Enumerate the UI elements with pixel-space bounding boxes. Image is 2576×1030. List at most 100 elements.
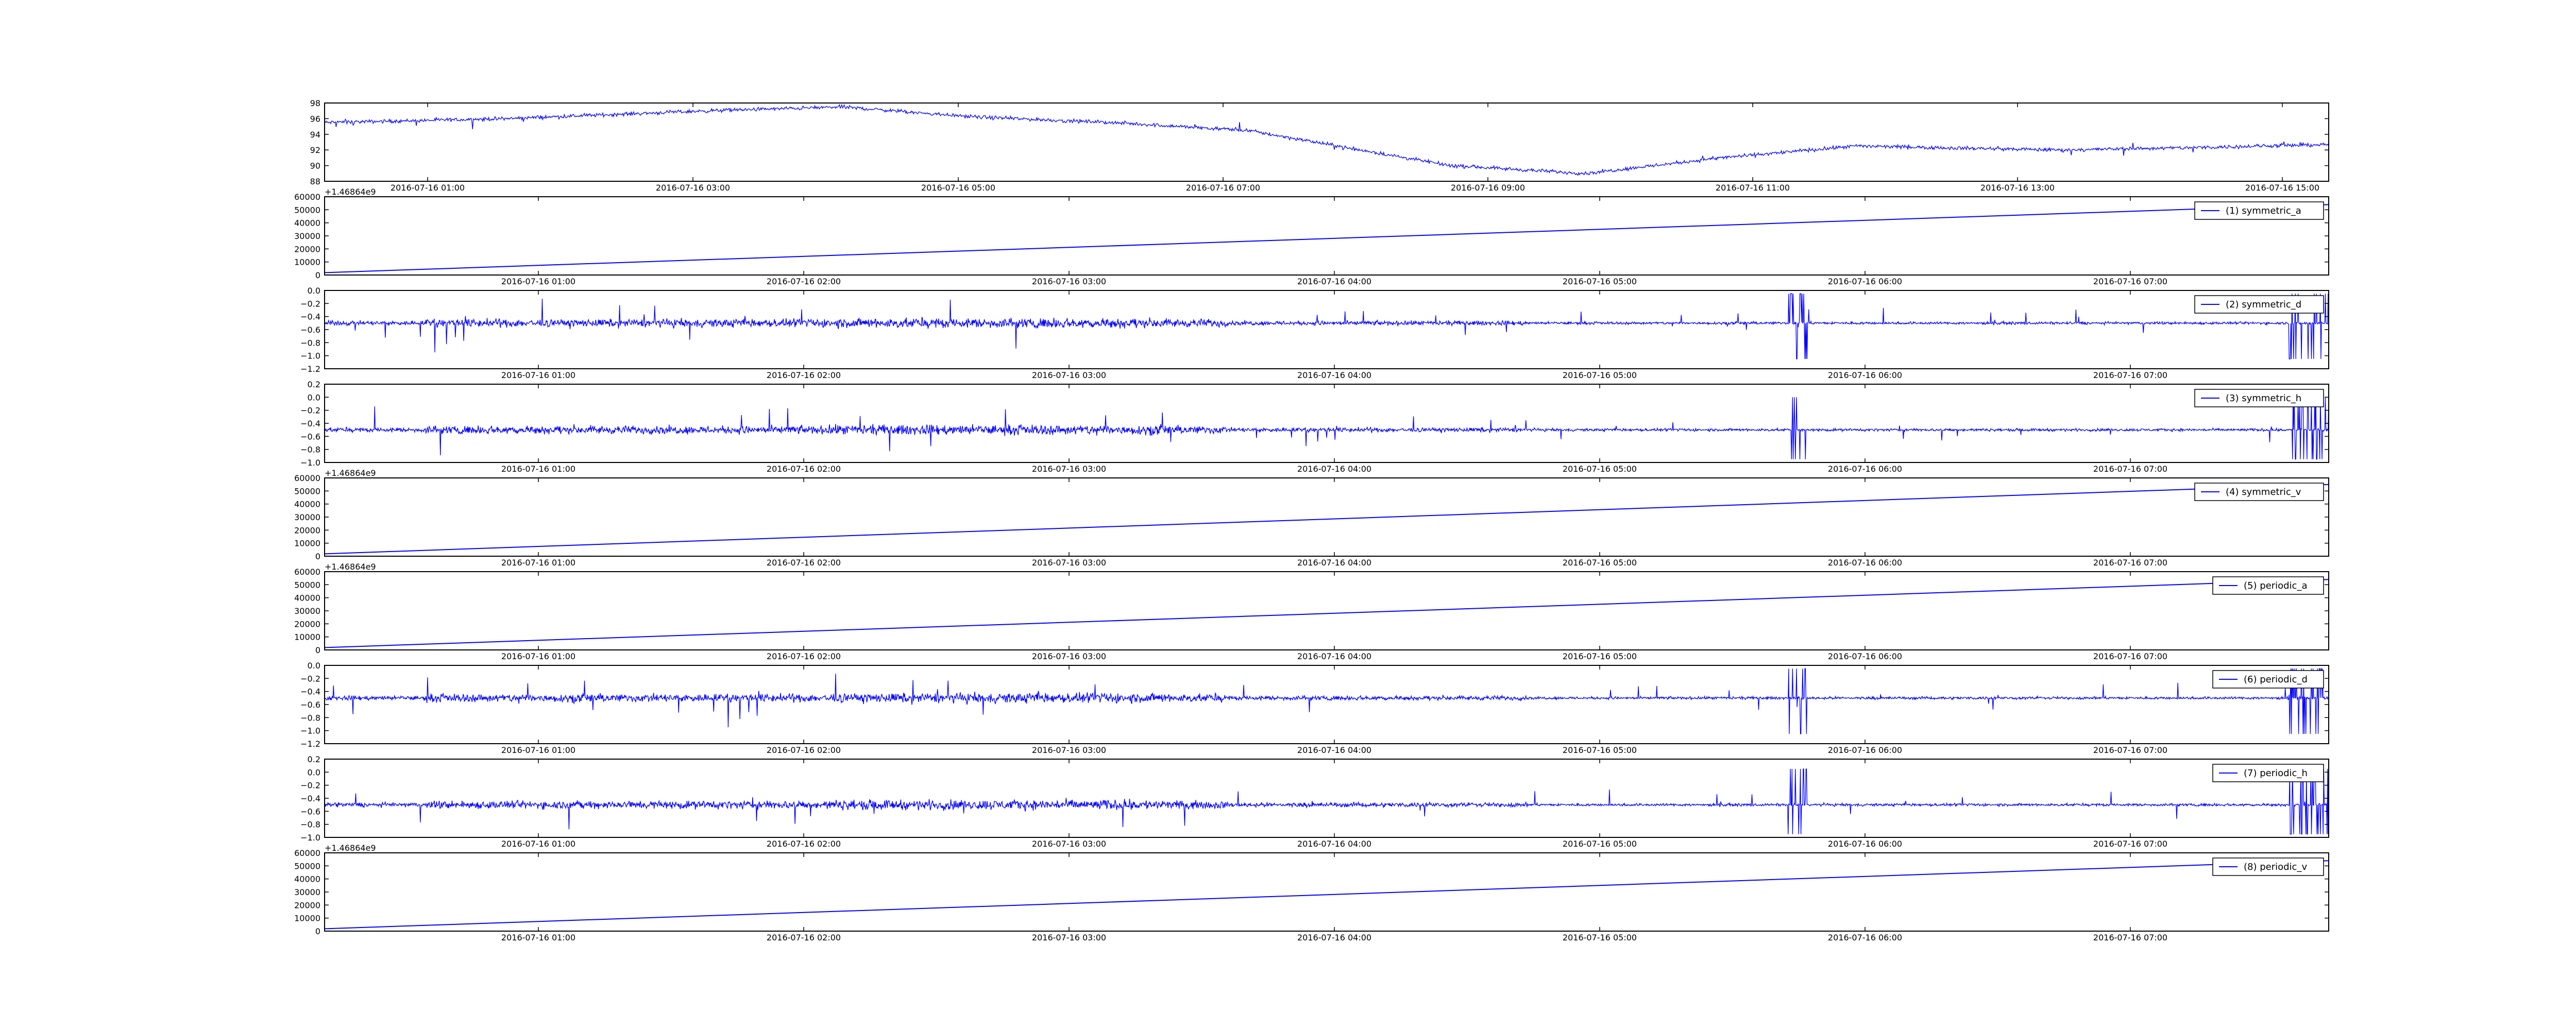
y-offset-label: +1.46864e9 bbox=[325, 468, 376, 478]
y-tick-label: 30000 bbox=[294, 887, 320, 897]
x-tick-label: 2016-07-16 05:00 bbox=[1563, 745, 1637, 755]
x-tick-label: 2016-07-16 05:00 bbox=[921, 183, 995, 193]
y-tick-label: −0.2 bbox=[300, 299, 320, 308]
y-tick-label: 40000 bbox=[294, 500, 320, 509]
x-tick-label: 2016-07-16 05:00 bbox=[1563, 558, 1637, 568]
x-tick-label: 2016-07-16 05:00 bbox=[1563, 651, 1637, 661]
y-offset-label: +1.46864e9 bbox=[325, 843, 376, 853]
axes-frame bbox=[324, 852, 2329, 932]
y-tick-label: 98 bbox=[310, 98, 320, 108]
y-offset-label: +1.46864e9 bbox=[325, 562, 376, 572]
axes-frame bbox=[324, 196, 2329, 276]
x-tick-label: 2016-07-16 02:00 bbox=[767, 839, 841, 849]
x-tick-label: 2016-07-16 01:00 bbox=[501, 370, 575, 380]
y-tick-label: 10000 bbox=[294, 914, 320, 923]
x-tick-label: 2016-07-16 03:00 bbox=[1032, 651, 1106, 661]
x-tick-label: 2016-07-16 06:00 bbox=[1828, 370, 1902, 380]
y-tick-label: 0.0 bbox=[308, 661, 320, 671]
x-tick-label: 2016-07-16 01:00 bbox=[501, 464, 575, 474]
y-tick-label: 92 bbox=[310, 145, 320, 155]
y-tick-label: −0.8 bbox=[300, 445, 320, 455]
x-tick-label: 2016-07-16 05:00 bbox=[1563, 839, 1637, 849]
x-tick-label: 2016-07-16 07:00 bbox=[1186, 183, 1260, 193]
x-tick-label: 2016-07-16 06:00 bbox=[1828, 464, 1902, 474]
legend-label: (5) periodic_a bbox=[2244, 580, 2308, 591]
series-line-5 bbox=[325, 484, 2329, 555]
y-tick-label: −0.6 bbox=[300, 806, 320, 816]
legend-label: (6) periodic_d bbox=[2244, 674, 2308, 685]
y-tick-label: −1.0 bbox=[300, 351, 320, 361]
legend: (1) symmetric_a bbox=[2194, 201, 2324, 220]
legend: (8) periodic_v bbox=[2212, 857, 2324, 876]
legend-label: (4) symmetric_v bbox=[2226, 487, 2301, 497]
y-tick-label: 90 bbox=[310, 161, 320, 171]
x-tick-label: 2016-07-16 05:00 bbox=[1563, 464, 1637, 474]
x-tick-label: 2016-07-16 05:00 bbox=[1563, 370, 1637, 380]
axes-frame bbox=[324, 290, 2329, 369]
x-tick-label: 2016-07-16 01:00 bbox=[501, 839, 575, 849]
y-tick-label: −0.4 bbox=[300, 687, 320, 697]
x-tick-label: 2016-07-16 02:00 bbox=[767, 277, 841, 286]
x-tick-label: 2016-07-16 06:00 bbox=[1828, 839, 1902, 849]
series-line-7 bbox=[325, 668, 2329, 734]
y-tick-label: 96 bbox=[310, 114, 320, 124]
x-tick-label: 2016-07-16 03:00 bbox=[1032, 558, 1106, 568]
series-line-6 bbox=[325, 579, 2329, 648]
x-tick-label: 2016-07-16 07:00 bbox=[2093, 277, 2167, 286]
y-tick-label: 0 bbox=[315, 926, 320, 936]
x-tick-label: 2016-07-16 01:00 bbox=[501, 745, 575, 755]
axes-frame bbox=[324, 665, 2329, 744]
x-tick-label: 2016-07-16 06:00 bbox=[1828, 651, 1902, 661]
y-tick-label: 0.0 bbox=[308, 392, 320, 402]
subplot-5: 0 10000 20000 30000 40000 50000 60000 2016-07-1… bbox=[294, 468, 2329, 568]
axes-frame bbox=[324, 102, 2329, 182]
x-tick-label: 2016-07-16 03:00 bbox=[1032, 277, 1106, 286]
x-tick-label: 2016-07-16 01:00 bbox=[501, 277, 575, 286]
x-tick-label: 2016-07-16 07:00 bbox=[2093, 933, 2167, 942]
legend: (5) periodic_a bbox=[2212, 576, 2324, 595]
legend-label: (7) periodic_h bbox=[2244, 768, 2308, 779]
y-tick-label: −0.8 bbox=[300, 338, 320, 348]
y-tick-label: 60000 bbox=[294, 473, 320, 483]
series-line-2 bbox=[325, 204, 2329, 273]
x-tick-label: 2016-07-16 04:00 bbox=[1297, 745, 1371, 755]
x-tick-label: 2016-07-16 05:00 bbox=[1563, 933, 1637, 942]
legend: (6) periodic_d bbox=[2212, 670, 2324, 689]
legend: (2) symmetric_d bbox=[2194, 295, 2324, 314]
x-tick-label: 2016-07-16 07:00 bbox=[2093, 745, 2167, 755]
y-tick-label: 20000 bbox=[294, 525, 320, 535]
x-tick-label: 2016-07-16 03:00 bbox=[1032, 745, 1106, 755]
y-tick-label: 0.0 bbox=[308, 767, 320, 777]
x-tick-label: 2016-07-16 07:00 bbox=[2093, 370, 2167, 380]
y-tick-label: −1.0 bbox=[300, 833, 320, 843]
x-tick-label: 2016-07-16 07:00 bbox=[2093, 464, 2167, 474]
x-tick-label: 2016-07-16 04:00 bbox=[1297, 839, 1371, 849]
y-tick-label: 0 bbox=[315, 552, 320, 561]
y-tick-label: −1.2 bbox=[300, 739, 320, 749]
x-tick-label: 2016-07-16 03:00 bbox=[1032, 370, 1106, 380]
y-tick-label: −0.8 bbox=[300, 820, 320, 830]
y-tick-label: −0.2 bbox=[300, 674, 320, 683]
y-tick-label: 20000 bbox=[294, 619, 320, 629]
y-tick-label: 20000 bbox=[294, 900, 320, 910]
y-tick-label: −0.4 bbox=[300, 794, 320, 803]
x-tick-label: 2016-07-16 09:00 bbox=[1451, 183, 1525, 193]
y-tick-label: 40000 bbox=[294, 593, 320, 603]
y-tick-label: 10000 bbox=[294, 539, 320, 548]
x-tick-label: 2016-07-16 03:00 bbox=[1032, 464, 1106, 474]
x-tick-label: 2016-07-16 02:00 bbox=[767, 464, 841, 474]
x-tick-label: 2016-07-16 01:00 bbox=[501, 933, 575, 942]
series-line-3 bbox=[325, 293, 2329, 359]
x-tick-label: 2016-07-16 13:00 bbox=[1980, 183, 2055, 193]
x-tick-label: 2016-07-16 04:00 bbox=[1297, 558, 1371, 568]
legend-label: (1) symmetric_a bbox=[2226, 205, 2301, 216]
x-tick-label: 2016-07-16 07:00 bbox=[2093, 558, 2167, 568]
axes-frame bbox=[324, 384, 2329, 463]
y-tick-label: 50000 bbox=[294, 861, 320, 871]
legend: (7) periodic_h bbox=[2212, 764, 2324, 782]
x-tick-label: 2016-07-16 01:00 bbox=[501, 651, 575, 661]
y-tick-label: 30000 bbox=[294, 512, 320, 522]
x-tick-label: 2016-07-16 01:00 bbox=[501, 558, 575, 568]
y-tick-label: 88 bbox=[310, 177, 320, 186]
